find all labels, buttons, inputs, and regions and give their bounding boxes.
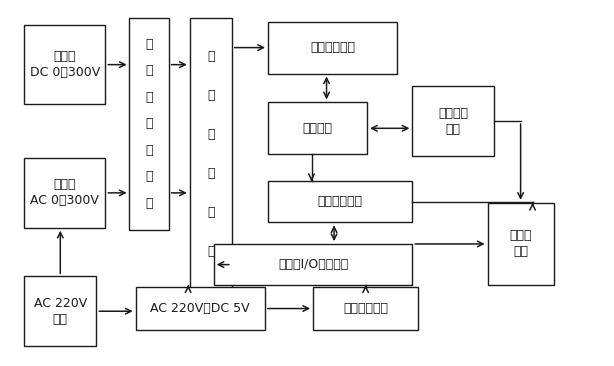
Text: 显示及I/O控制电路: 显示及I/O控制电路 <box>278 258 348 271</box>
Bar <box>190 18 232 291</box>
Text: 动: 动 <box>146 144 153 157</box>
Text: 电: 电 <box>207 167 214 180</box>
Bar <box>24 25 106 104</box>
Bar <box>268 181 413 223</box>
Text: 整流器
DC 0～300V: 整流器 DC 0～300V <box>29 50 100 79</box>
Bar <box>268 22 397 74</box>
Text: 外部待测
设备: 外部待测 设备 <box>438 107 468 136</box>
Text: 继: 继 <box>207 128 214 141</box>
Bar <box>313 287 418 330</box>
Text: AC 220V转DC 5V: AC 220V转DC 5V <box>150 302 250 315</box>
Bar <box>130 18 169 229</box>
Text: 关: 关 <box>146 197 153 210</box>
Bar <box>136 287 265 330</box>
Text: 制: 制 <box>207 89 214 102</box>
Text: 器: 器 <box>207 206 214 219</box>
Text: 航空插头: 航空插头 <box>303 122 333 135</box>
Text: 隔离继电器组: 隔离继电器组 <box>317 195 363 208</box>
Text: 组: 组 <box>207 245 214 258</box>
Text: 位: 位 <box>146 64 153 78</box>
Text: 单片机
电路: 单片机 电路 <box>510 229 532 258</box>
Text: AC 220V
电源: AC 220V 电源 <box>34 297 87 326</box>
Text: 开: 开 <box>146 170 153 183</box>
Bar <box>268 102 367 154</box>
Text: 调压器
AC 0～300V: 调压器 AC 0～300V <box>30 178 99 208</box>
Text: 拨: 拨 <box>146 117 153 130</box>
Text: 控制继电器组: 控制继电器组 <box>343 302 388 315</box>
Bar <box>214 244 413 285</box>
Text: 置: 置 <box>146 91 153 104</box>
Bar <box>413 86 494 156</box>
Text: 操作控制电路: 操作控制电路 <box>310 41 355 54</box>
Bar <box>488 203 554 285</box>
Bar <box>24 158 106 228</box>
Text: 控: 控 <box>207 51 214 63</box>
Text: 三: 三 <box>146 38 153 51</box>
Bar <box>24 276 96 346</box>
